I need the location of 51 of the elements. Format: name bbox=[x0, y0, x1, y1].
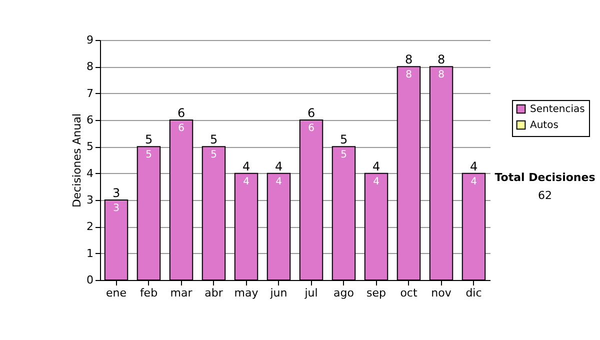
total-label: 4 bbox=[372, 159, 380, 174]
data-label: 6 bbox=[178, 123, 184, 134]
y-tick-label: 1 bbox=[86, 246, 94, 260]
y-tick-label: 0 bbox=[86, 274, 94, 286]
data-label: 4 bbox=[373, 176, 380, 188]
total-label: 3 bbox=[112, 186, 120, 200]
data-label: 5 bbox=[340, 150, 347, 161]
x-tick-label: mar bbox=[170, 286, 193, 300]
text: 62 bbox=[538, 189, 552, 202]
total-label: 4 bbox=[470, 159, 478, 174]
data-label: 5 bbox=[146, 150, 152, 161]
data-label: 3 bbox=[113, 203, 120, 214]
data-label: 8 bbox=[438, 70, 444, 81]
total-label: 5 bbox=[210, 132, 218, 147]
y-tick-label: 6 bbox=[86, 114, 94, 126]
x-tick-label: dic bbox=[466, 286, 482, 300]
total-label: 8 bbox=[404, 52, 413, 67]
total-label: 5 bbox=[144, 132, 153, 147]
x-tick-label: abr bbox=[204, 286, 224, 300]
y-tick-label: 9 bbox=[86, 34, 94, 46]
x-tick-label: nov bbox=[431, 286, 452, 300]
data-label: 5 bbox=[210, 150, 217, 161]
total-label: 4 bbox=[242, 159, 250, 174]
data-label: 4 bbox=[470, 176, 477, 188]
total-label: 6 bbox=[177, 106, 186, 120]
x-tick-label: jul bbox=[304, 286, 318, 300]
total-label: 6 bbox=[307, 106, 316, 120]
x-tick-label: jun bbox=[269, 286, 288, 300]
data-label: 6 bbox=[308, 123, 314, 134]
data-label: 4 bbox=[276, 176, 282, 188]
x-tick-label: oct bbox=[400, 286, 418, 300]
data-label: 4 bbox=[243, 176, 250, 188]
text: Total Decisiones bbox=[494, 171, 596, 184]
y-tick-label: 8 bbox=[86, 60, 94, 74]
total-label: 8 bbox=[437, 52, 446, 67]
x-tick-label: ene bbox=[106, 286, 127, 300]
x-tick-label: sep bbox=[366, 286, 386, 300]
y-tick-label: 3 bbox=[86, 194, 94, 206]
x-tick-label: may bbox=[234, 286, 259, 300]
x-tick-label: ago bbox=[334, 286, 354, 300]
data-label: 8 bbox=[406, 70, 412, 81]
y-tick-label: 7 bbox=[86, 86, 94, 100]
legend-label: Autos bbox=[530, 120, 558, 131]
legend-label: Sentencias bbox=[530, 104, 585, 115]
x-tick-label: feb bbox=[140, 286, 158, 300]
y-tick-label: 5 bbox=[86, 140, 94, 154]
y-tick-label: 4 bbox=[86, 166, 94, 180]
y-tick-label: 2 bbox=[86, 220, 94, 234]
total-label: 5 bbox=[340, 132, 348, 147]
y-axis-title: Decisiones Anual bbox=[70, 113, 84, 208]
total-label: 4 bbox=[274, 159, 283, 174]
